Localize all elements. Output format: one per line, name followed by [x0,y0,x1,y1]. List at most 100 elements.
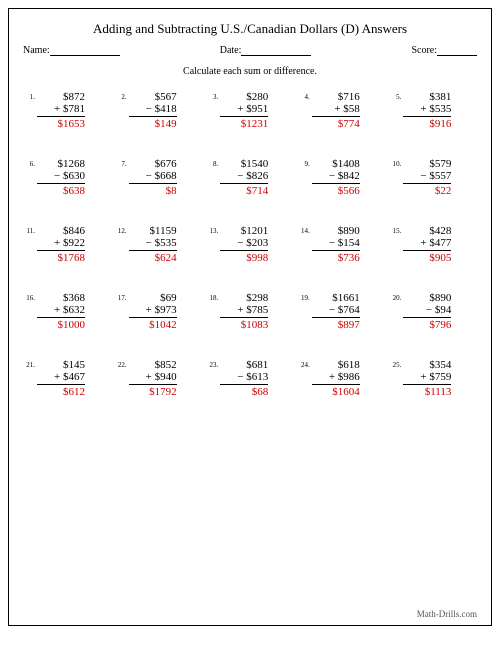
problem-number: 4. [300,91,310,101]
operand-top: $354 [403,359,451,371]
problem-number: 13. [208,225,218,235]
answer: $736 [312,252,360,264]
operator: − [146,103,152,115]
problem-cell: 12.$1159− $535$624 [117,225,201,264]
problem-cell: 15.$428+ $477$905 [391,225,475,264]
operand-bottom: $630 [63,170,85,182]
operator: + [146,304,152,316]
problem-stack: $676− $668$8 [129,158,177,197]
operand-top: $428 [403,225,451,237]
operand-bottom-row: − $764 [312,304,360,318]
operand-bottom-row: − $418 [129,103,177,117]
operator: + [420,371,426,383]
problem-cell: 7.$676− $668$8 [117,158,201,197]
problem-grid: 1.$872+ $781$16532.$567− $418$1493.$280+… [23,91,477,398]
operand-bottom: $842 [338,170,360,182]
score-line [437,45,477,56]
problem-cell: 2.$567− $418$149 [117,91,201,130]
operand-bottom: $785 [246,304,268,316]
problem-cell: 16.$368+ $632$1000 [25,292,109,331]
operand-bottom-row: + $986 [312,371,360,385]
problem-stack: $567− $418$149 [129,91,177,130]
operator: + [329,371,335,383]
answer: $1231 [220,118,268,130]
operator: + [54,103,60,115]
operand-bottom: $922 [63,237,85,249]
answer: $1042 [129,319,177,331]
operand-top: $381 [403,91,451,103]
problem-stack: $1661− $764$897 [312,292,360,331]
problem-stack: $846+ $922$1768 [37,225,85,264]
answer: $897 [312,319,360,331]
operand-bottom-row: + $922 [37,237,85,251]
header-row: Name: Date: Score: [23,45,477,56]
operator: − [329,170,335,182]
answer: $1768 [37,252,85,264]
operator: + [237,103,243,115]
operand-bottom: $154 [338,237,360,249]
operand-bottom: $203 [246,237,268,249]
problem-stack: $1159− $535$624 [129,225,177,264]
operand-bottom-row: + $58 [312,103,360,117]
operator: + [54,371,60,383]
date-line [241,45,311,56]
problem-stack: $890− $154$736 [312,225,360,264]
problem-cell: 23.$681− $613$68 [208,359,292,398]
problem-number: 22. [117,359,127,369]
operand-bottom: $535 [155,237,177,249]
operator: − [54,170,60,182]
problem-stack: $280+ $951$1231 [220,91,268,130]
problem-number: 14. [300,225,310,235]
operand-bottom-row: + $973 [129,304,177,318]
operator: − [237,237,243,249]
operator: + [146,371,152,383]
operator: + [420,237,426,249]
problem-stack: $381+ $535$916 [403,91,451,130]
operand-bottom-row: − $826 [220,170,268,184]
answer: $149 [129,118,177,130]
instruction-text: Calculate each sum or difference. [23,66,477,77]
operand-bottom-row: − $154 [312,237,360,251]
operand-bottom-row: − $557 [403,170,451,184]
date-field: Date: [220,45,312,56]
operand-bottom-row: − $613 [220,371,268,385]
problem-stack: $69+ $973$1042 [129,292,177,331]
problem-cell: 1.$872+ $781$1653 [25,91,109,130]
operand-bottom: $58 [343,103,360,115]
problem-number: 12. [117,225,127,235]
operand-bottom: $535 [429,103,451,115]
name-field: Name: [23,45,120,56]
operand-bottom: $781 [63,103,85,115]
operand-bottom: $94 [435,304,452,316]
answer: $905 [403,252,451,264]
problem-stack: $872+ $781$1653 [37,91,85,130]
problem-stack: $618+ $986$1604 [312,359,360,398]
problem-cell: 6.$1268− $630$638 [25,158,109,197]
operand-top: $1268 [37,158,85,170]
operand-top: $1408 [312,158,360,170]
operand-bottom: $557 [429,170,451,182]
problem-stack: $428+ $477$905 [403,225,451,264]
operand-top: $69 [129,292,177,304]
operator: + [237,304,243,316]
problem-number: 3. [208,91,218,101]
operand-top: $890 [403,292,451,304]
score-field: Score: [411,45,477,56]
operand-top: $676 [129,158,177,170]
answer: $774 [312,118,360,130]
operand-top: $368 [37,292,85,304]
problem-cell: 9.$1408− $842$566 [300,158,384,197]
operand-bottom-row: − $630 [37,170,85,184]
answer: $998 [220,252,268,264]
problem-stack: $145+ $467$612 [37,359,85,398]
operand-top: $618 [312,359,360,371]
answer: $916 [403,118,451,130]
problem-number: 2. [117,91,127,101]
problem-cell: 3.$280+ $951$1231 [208,91,292,130]
problem-number: 24. [300,359,310,369]
answer: $68 [220,386,268,398]
problem-cell: 11.$846+ $922$1768 [25,225,109,264]
operand-bottom-row: + $632 [37,304,85,318]
date-label: Date: [220,45,242,56]
operand-top: $280 [220,91,268,103]
